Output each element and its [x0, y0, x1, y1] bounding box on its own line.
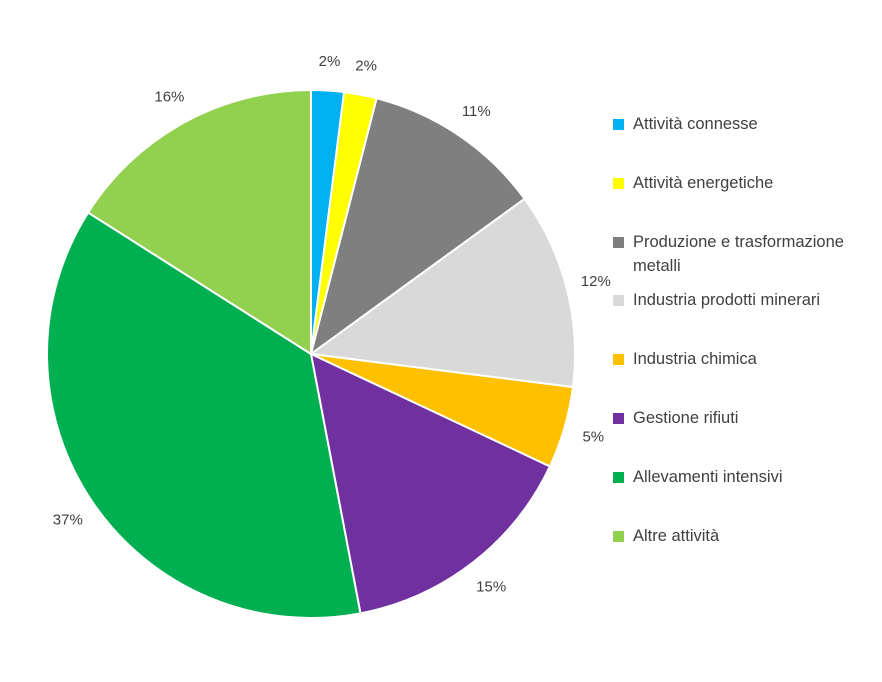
pie-slice-gestione-rifiuti — [310, 353, 551, 615]
legend-label: Produzione e trasformazione metalli — [633, 232, 844, 275]
legend-swatch-icon — [613, 295, 624, 307]
legend-item-attivita-energetiche: Attività energetiche — [613, 171, 845, 230]
pie-slice-altre-attivita — [87, 89, 312, 355]
pie-slice-produzione-e-trasformazione-metalli — [310, 97, 526, 355]
legend-swatch-icon — [613, 412, 624, 424]
legend-item-gestione-rifiuti: Gestione rifiuti — [613, 406, 845, 465]
data-label-produzione-e-trasformazione-metalli: 11% — [462, 103, 491, 120]
legend-swatch-icon — [613, 354, 624, 366]
legend-label: Attività connesse — [633, 115, 758, 133]
legend-item-allevamenti-intensivi: Allevamenti intensivi — [613, 465, 845, 524]
legend-item-attivita-connesse: Attività connesse — [613, 112, 845, 171]
legend-label: Industria chimica — [633, 350, 757, 369]
legend-item-altre-attivita: Altre attività — [613, 524, 845, 583]
legend-item-industria-chimica: Industria chimica — [613, 347, 845, 406]
data-label-allevamenti-intensivi: 37% — [53, 512, 83, 529]
data-label-gestione-rifiuti: 15% — [476, 579, 506, 596]
legend-item-industria-prodotti-minerari: Industria prodotti minerari — [613, 288, 845, 347]
data-label-altre-attivita: 16% — [154, 89, 184, 106]
chart-legend: Attività connesse Attività energetiche Pro… — [613, 112, 845, 582]
legend-label: Allevamenti intensivi — [633, 467, 783, 486]
data-label-industria-chimica: 5% — [582, 428, 604, 445]
legend-swatch-icon — [613, 177, 624, 189]
legend-label: Gestione rifiuti — [633, 408, 739, 427]
legend-label: Attività energetiche — [633, 173, 774, 192]
legend-label: Industria prodotti minerari — [633, 291, 821, 310]
pie-slice-allevamenti-intensivi — [46, 211, 362, 619]
legend-swatch-icon — [613, 119, 624, 130]
data-label-attivita-connesse: 2% — [319, 53, 341, 70]
legend-item-produzione-e-trasformazione-metalli: Produzione e trasformazione metalli — [613, 230, 845, 289]
legend-swatch-icon — [613, 471, 624, 483]
legend-label: Altre attività — [633, 526, 720, 545]
pie-slice-industria-prodotti-minerari — [310, 197, 576, 389]
data-label-attivita-energetiche: 2% — [355, 57, 377, 74]
data-label-industria-prodotti-minerari: 12% — [581, 273, 611, 290]
legend-swatch-icon — [613, 236, 624, 248]
legend-swatch-icon — [613, 530, 624, 542]
